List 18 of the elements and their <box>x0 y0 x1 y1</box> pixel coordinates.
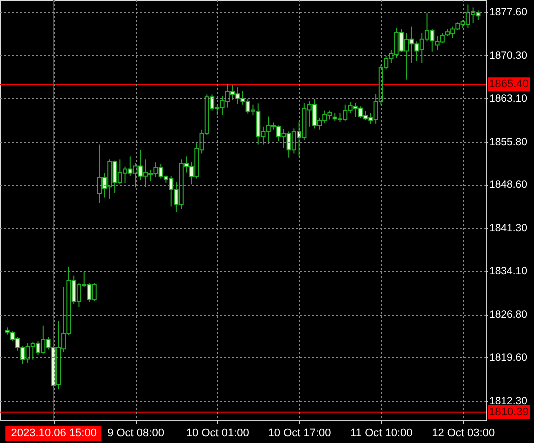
y-tick-label: 1863.10 <box>490 92 528 105</box>
y-tick-label: 1826.80 <box>490 309 528 322</box>
x-tick-label: 2023.10.06 15:00 <box>11 428 97 440</box>
ref-line-label: 1865.40 <box>489 78 529 91</box>
y-tick-label: 1848.60 <box>490 179 528 192</box>
x-tick-label: 10 Oct 01:00 <box>186 428 250 440</box>
y-tick-label: 1877.60 <box>490 6 528 18</box>
ref-line-label: 1810.39 <box>489 406 529 418</box>
y-tick-label: 1834.10 <box>490 266 528 278</box>
y-tick-label: 1819.60 <box>490 352 528 364</box>
y-tick-label: 1812.30 <box>490 395 528 408</box>
x-tick-label: 12 Oct 03:00 <box>432 428 496 440</box>
y-tick-label: 1841.30 <box>490 222 528 235</box>
y-tick-label: 1855.80 <box>490 136 528 148</box>
y-tick-label: 1870.30 <box>490 50 528 62</box>
x-tick-label: 11 Oct 10:00 <box>350 428 413 440</box>
x-tick-label: 9 Oct 08:00 <box>108 428 164 440</box>
x-tick-label: 10 Oct 17:00 <box>268 428 332 440</box>
